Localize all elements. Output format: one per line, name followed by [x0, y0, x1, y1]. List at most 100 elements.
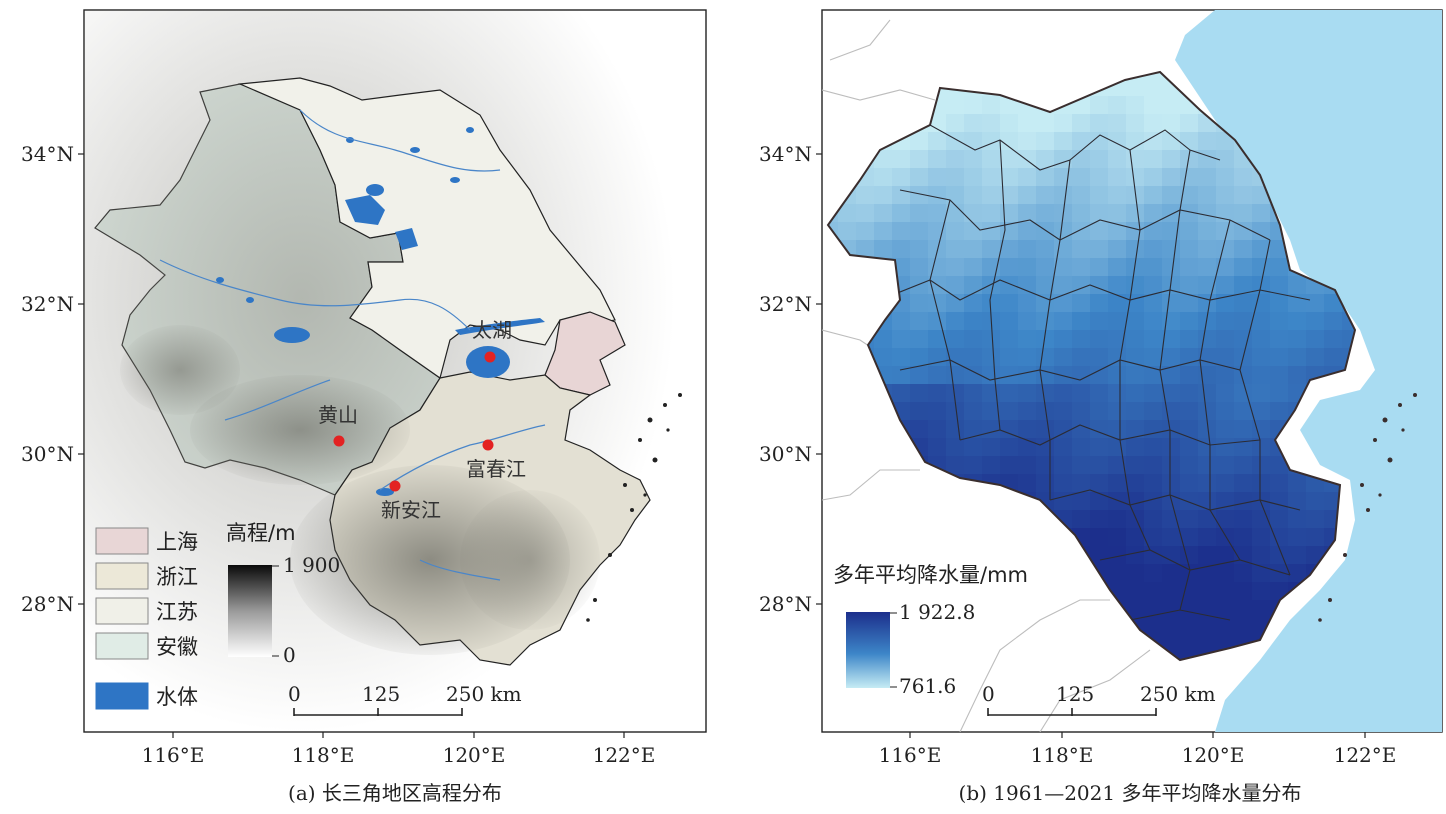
precip-cell: [1000, 438, 1019, 457]
precip-cell: [1252, 258, 1271, 277]
precip-cell: [946, 312, 965, 331]
outside-boundaries: [822, 19, 1151, 732]
precip-cell: [1108, 312, 1127, 331]
precip-cell: [1018, 204, 1037, 223]
precip-cell: [1072, 222, 1091, 241]
precip-cell: [1162, 330, 1181, 349]
precip-cell: [946, 276, 965, 295]
precip-cell: [1270, 456, 1289, 475]
place-label: 富春江: [466, 457, 526, 481]
precip-cell: [1324, 312, 1343, 331]
precip-cell: [838, 204, 857, 223]
precip-cell: [1018, 456, 1037, 475]
jiangsu-region: [237, 77, 616, 379]
legend-label: 上海: [156, 530, 198, 554]
precip-cell: [1108, 384, 1127, 403]
precip-cell: [1054, 330, 1073, 349]
precip-cell: [1216, 258, 1235, 277]
precip-cell: [946, 204, 965, 223]
precip-cell: [856, 222, 875, 241]
precip-cell: [982, 366, 1001, 385]
precip-cell: [874, 240, 893, 259]
precip-cell: [1216, 402, 1235, 421]
precip-cell: [1252, 582, 1271, 601]
precip-cell: [874, 222, 893, 241]
marker-taihu: [484, 351, 496, 363]
precip-cell: [1288, 474, 1307, 493]
precip-cell: [1126, 366, 1145, 385]
precip-cell: [982, 96, 1001, 115]
precip-cell: [1144, 240, 1163, 259]
precip-cell: [1162, 294, 1181, 313]
precip-cell: [1144, 276, 1163, 295]
precip-cell: [1234, 582, 1253, 601]
panel-b: 多年平均降水量/mm 1 922.8 761.6 0 125 250 km 34…: [759, 9, 1443, 805]
precip-cell: [1144, 348, 1163, 367]
lat-label: 32°N: [759, 292, 812, 316]
precip-cell: [1054, 312, 1073, 331]
precip-cell: [1000, 186, 1019, 205]
precip-cell: [1072, 132, 1091, 151]
precip-cell: [982, 402, 1001, 421]
precip-legend: 多年平均降水量/mm 1 922.8 761.6: [833, 563, 1028, 698]
precip-cell: [1216, 240, 1235, 259]
precip-cell: [1126, 222, 1145, 241]
precip-cell: [1108, 168, 1127, 187]
precip-cell: [1144, 510, 1163, 529]
precip-cell: [964, 438, 983, 457]
precip-cell: [928, 186, 947, 205]
precip-cell: [1162, 564, 1181, 583]
precip-cell: [1162, 474, 1181, 493]
precip-cell: [1252, 600, 1271, 619]
precip-cell: [1036, 222, 1055, 241]
precip-cell: [1216, 366, 1235, 385]
precip-cell: [964, 150, 983, 169]
precip-cell: [964, 348, 983, 367]
precip-min-label: 761.6: [899, 674, 956, 698]
precip-cell: [928, 312, 947, 331]
precip-cell: [1198, 348, 1217, 367]
precip-cell: [1018, 312, 1037, 331]
precip-cell: [1198, 168, 1217, 187]
precip-cell: [1216, 276, 1235, 295]
precip-cell: [892, 204, 911, 223]
precip-cell: [964, 240, 983, 259]
precip-cell: [1324, 348, 1343, 367]
precip-cell: [1108, 420, 1127, 439]
precip-cell: [1090, 474, 1109, 493]
lon-label: 120°E: [443, 743, 506, 767]
precip-cell: [1018, 330, 1037, 349]
precip-cell: [1252, 384, 1271, 403]
precip-cell: [1054, 258, 1073, 277]
precip-cell: [982, 384, 1001, 403]
precip-cell: [1054, 186, 1073, 205]
scale-tick-label: 0: [288, 682, 301, 706]
precip-cell: [928, 330, 947, 349]
precip-cell: [1018, 114, 1037, 133]
precip-cell: [1180, 510, 1199, 529]
precip-cell: [1234, 294, 1253, 313]
precip-cell: [1090, 114, 1109, 133]
precip-cell: [1126, 114, 1145, 133]
precip-cell: [1270, 474, 1289, 493]
marker-xinanjiang: [389, 480, 401, 492]
marker-huangshan: [333, 435, 345, 447]
precip-cell: [928, 204, 947, 223]
precip-cell: [1108, 222, 1127, 241]
precip-cell: [1054, 474, 1073, 493]
precip-cell: [1180, 600, 1199, 619]
precip-cell: [1144, 312, 1163, 331]
precip-cell: [1270, 348, 1289, 367]
precip-cell: [892, 384, 911, 403]
precip-cell: [1252, 546, 1271, 565]
precip-cell: [1252, 348, 1271, 367]
precip-cell: [1108, 492, 1127, 511]
precip-cell: [1198, 636, 1217, 655]
precip-cell: [1324, 294, 1343, 313]
place-label: 黄山: [318, 403, 358, 427]
precip-cell: [1234, 510, 1253, 529]
precip-cell: [946, 456, 965, 475]
precip-cell: [1162, 276, 1181, 295]
precip-cell: [1198, 276, 1217, 295]
precip-cell: [1000, 204, 1019, 223]
